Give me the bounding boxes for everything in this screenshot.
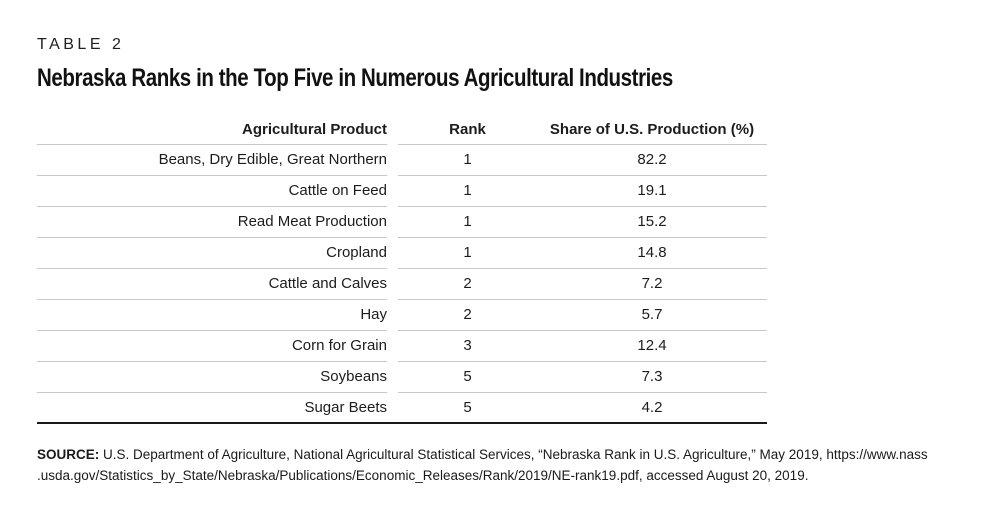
source-label: SOURCE: [37,447,100,462]
column-gap [387,237,398,268]
page: TABLE 2 Nebraska Ranks in the Top Five i… [37,36,977,486]
col-header-product: Agricultural Product [37,116,387,145]
cell-rank: 2 [398,299,537,331]
cell-share: 14.8 [537,237,767,269]
column-gap [387,392,398,423]
cell-product: Cattle on Feed [37,175,387,207]
cell-share: 15.2 [537,206,767,238]
cell-rank: 1 [398,206,537,238]
cell-share: 4.2 [641,398,663,416]
table-row: Corn for Grain 3 12.4 [37,330,767,362]
agricultural-rank-table: Agricultural Product Rank Share of U.S. … [37,116,767,424]
cell-share: 7.2 [537,268,767,300]
table-number-label: TABLE 2 [37,36,125,53]
column-gap [387,330,398,361]
table-row: Soybeans 5 7.3 [37,361,767,393]
cell-product: Cattle and Calves [37,268,387,300]
cell-share: 5.7 [537,299,767,331]
source-line: .usda.gov/Statistics_by_State/Nebraska/P… [37,468,809,483]
table-row: Cropland 1 14.8 [37,237,767,269]
table-row: Hay 2 5.7 [37,299,767,331]
table-row: Read Meat Production 1 15.2 [37,206,767,238]
column-gap [387,268,398,299]
source-text: U.S. Department of Agriculture, National… [103,447,928,462]
cell-product: Soybeans [37,361,387,393]
col-header-share: Share of U.S. Production (%) [537,116,767,145]
column-gap [387,206,398,237]
cell-share: 7.3 [537,361,767,393]
source-note: SOURCE: U.S. Department of Agriculture, … [37,444,977,486]
cell-share: 82.2 [537,144,767,176]
table-row: Cattle on Feed 1 19.1 [37,175,767,207]
cell-rank: 5 [398,361,537,393]
header-row: Agricultural Product Rank Share of U.S. … [37,116,767,145]
cell-rank: 1 [398,175,537,207]
source-line: SOURCE: U.S. Department of Agriculture, … [37,444,977,465]
cell-product: Read Meat Production [37,206,387,238]
table-header: Agricultural Product Rank Share of U.S. … [37,116,767,145]
column-gap [387,116,398,144]
table-body: Beans, Dry Edible, Great Northern 1 82.2… [37,144,767,423]
cell-product: Corn for Grain [37,330,387,362]
cell-product: Sugar Beets [304,398,387,416]
column-gap [387,361,398,392]
cell-product: Cropland [37,237,387,269]
column-gap [387,175,398,206]
cell-rank: 1 [398,237,537,269]
cell-rank: 3 [398,330,537,362]
table-row: Beans, Dry Edible, Great Northern 1 82.2 [37,144,767,176]
table-row: Cattle and Calves 2 7.2 [37,268,767,300]
cell-product: Hay [37,299,387,331]
column-gap [387,299,398,330]
cell-rank: 2 [398,268,537,300]
cell-product: Beans, Dry Edible, Great Northern [37,144,387,176]
table-row: Sugar Beets 5 4.2 [37,392,767,423]
col-header-rank: Rank [398,116,537,145]
cell-rank: 5 [463,398,472,416]
cell-share: 12.4 [537,330,767,362]
cell-rank: 1 [398,144,537,176]
table-title: Nebraska Ranks in the Top Five in Numero… [37,64,673,92]
cell-share: 19.1 [537,175,767,207]
column-gap [387,144,398,175]
